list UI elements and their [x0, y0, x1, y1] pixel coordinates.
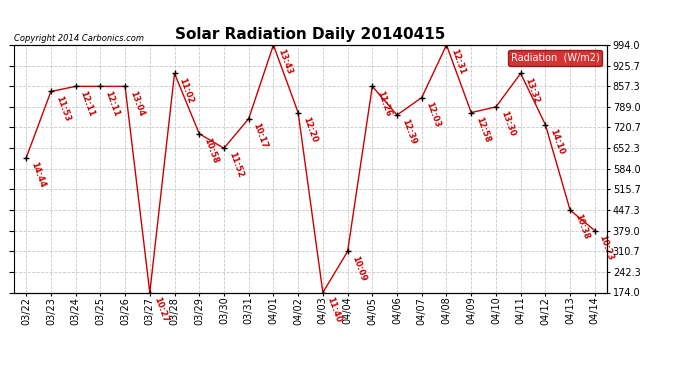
Text: 12:11: 12:11 — [79, 89, 96, 117]
Text: Copyright 2014 Carbonics.com: Copyright 2014 Carbonics.com — [14, 33, 144, 42]
Text: 11:26: 11:26 — [375, 89, 393, 117]
Legend: Radiation  (W/m2): Radiation (W/m2) — [508, 50, 602, 66]
Text: 13:04: 13:04 — [128, 89, 146, 117]
Text: 10:23: 10:23 — [598, 233, 615, 261]
Text: 11:02: 11:02 — [177, 76, 195, 104]
Text: 13:43: 13:43 — [276, 48, 294, 76]
Text: 10:27: 10:27 — [152, 295, 170, 323]
Text: 11:52: 11:52 — [227, 151, 244, 179]
Text: 13:30: 13:30 — [499, 110, 516, 138]
Text: 10:09: 10:09 — [351, 254, 368, 282]
Text: 14:10: 14:10 — [548, 128, 566, 156]
Text: 12:58: 12:58 — [474, 116, 491, 144]
Text: 13:32: 13:32 — [524, 76, 541, 104]
Text: 10:38: 10:38 — [573, 213, 591, 241]
Text: 10:17: 10:17 — [251, 122, 269, 150]
Title: Solar Radiation Daily 20140415: Solar Radiation Daily 20140415 — [175, 27, 446, 42]
Text: 12:11: 12:11 — [103, 89, 121, 117]
Text: 12:20: 12:20 — [301, 116, 319, 144]
Text: 11:53: 11:53 — [54, 94, 71, 123]
Text: 12:31: 12:31 — [449, 48, 467, 76]
Text: 11:40: 11:40 — [326, 295, 343, 324]
Text: 12:03: 12:03 — [424, 100, 442, 128]
Text: 10:58: 10:58 — [202, 136, 219, 165]
Text: 12:39: 12:39 — [400, 118, 417, 146]
Text: 14:44: 14:44 — [29, 160, 47, 189]
